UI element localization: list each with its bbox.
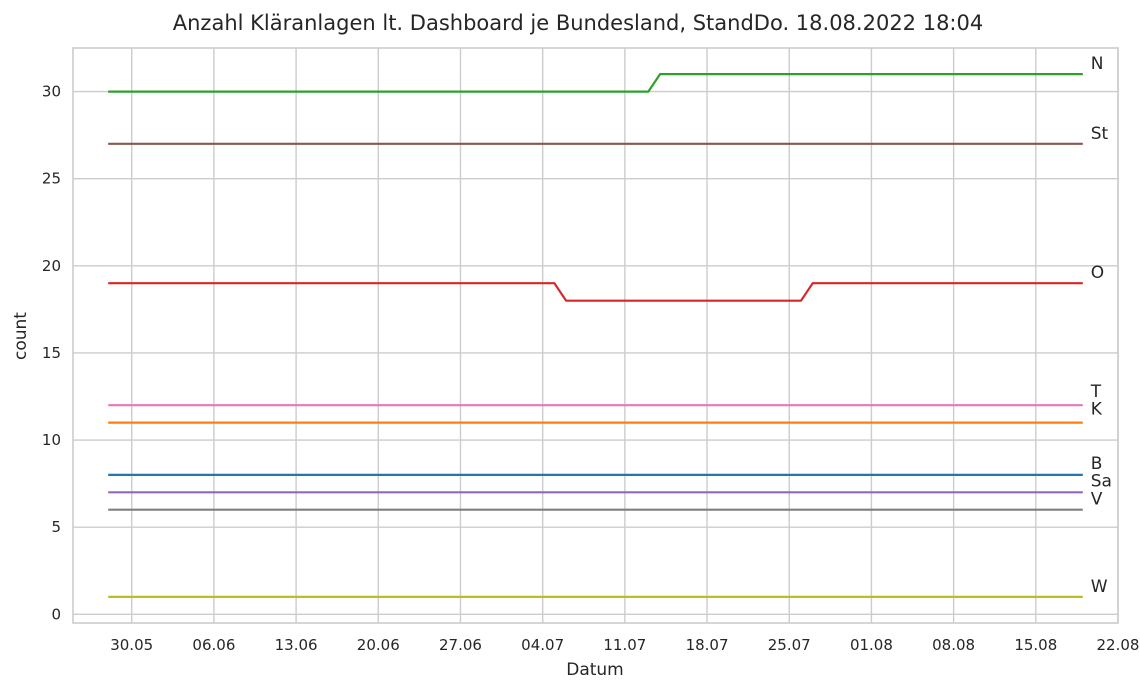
series-line-o (108, 282, 1083, 302)
x-tick-label: 06.06 (192, 636, 235, 654)
series-label-b: B (1091, 454, 1103, 474)
x-axis-label: Datum (566, 660, 624, 680)
chart-title: Anzahl Kläranlagen lt. Dashboard je Bund… (173, 11, 983, 35)
x-tick-label: 15.08 (1014, 636, 1057, 654)
plot-frame (72, 47, 1119, 624)
series-line-n (108, 72, 1083, 93)
series-label-o: O (1091, 263, 1104, 283)
y-tick-label: 10 (42, 431, 61, 449)
y-tick-label: 25 (42, 170, 61, 188)
x-tick-label: 27.06 (439, 636, 482, 654)
x-tick-label: 30.05 (110, 636, 153, 654)
x-tick-label: 13.06 (275, 636, 318, 654)
series-label-w: W (1091, 577, 1108, 597)
x-tick-label: 20.06 (357, 636, 400, 654)
y-tick-label: 0 (51, 605, 61, 623)
series-label-k: K (1091, 400, 1103, 420)
x-tick-label: 18.07 (686, 636, 729, 654)
x-tick-label: 25.07 (768, 636, 811, 654)
x-axis-ticks: 30.05 06.06 13.06 20.06 27.06 04.07 11.07 18.07… (110, 636, 1139, 654)
x-tick-label: 04.07 (521, 636, 564, 654)
series-label-st: St (1091, 124, 1109, 144)
series-label-t: T (1090, 382, 1102, 402)
series-lines (108, 72, 1083, 599)
y-tick-label: 30 (42, 83, 61, 101)
y-tick-label: 20 (42, 257, 61, 275)
y-tick-label: 15 (42, 344, 61, 362)
x-tick-label: 01.08 (850, 636, 893, 654)
x-tick-label: 08.08 (932, 636, 975, 654)
series-label-n: N (1091, 54, 1104, 74)
y-tick-label: 5 (51, 518, 61, 536)
x-tick-label: 22.08 (1097, 636, 1140, 654)
series-label-v: V (1091, 490, 1103, 510)
y-axis-label: count (11, 312, 31, 360)
x-tick-label: 11.07 (603, 636, 646, 654)
y-axis-ticks: 0 5 10 15 20 25 30 (42, 83, 61, 624)
series-label-sa: Sa (1091, 471, 1112, 491)
grid (73, 48, 1119, 623)
